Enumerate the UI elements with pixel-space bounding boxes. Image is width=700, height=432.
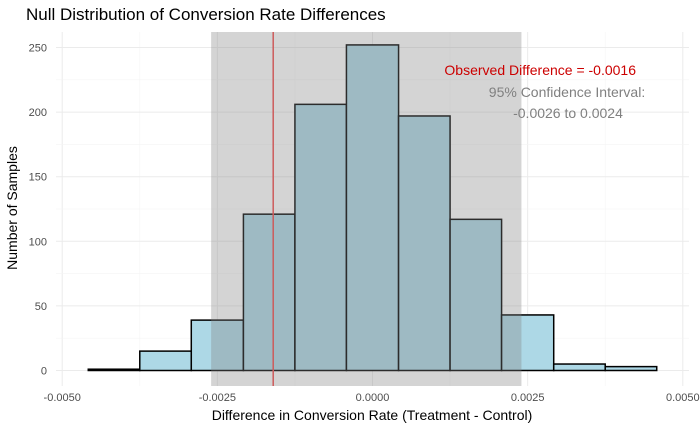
histogram-bar: [190, 319, 245, 372]
confidence-interval-band: [211, 32, 522, 386]
x-tick-label: -0.0025: [199, 392, 236, 404]
y-tick-label: 50: [35, 301, 47, 313]
bars: [87, 44, 658, 372]
y-tick-label: 250: [29, 43, 47, 55]
histogram-bar: [87, 368, 141, 372]
observed-difference-label: Observed Difference = -0.0016: [444, 62, 636, 78]
y-axis-title: Number of Samples: [4, 146, 20, 270]
chart-title: Null Distribution of Conversion Rate Dif…: [26, 5, 386, 24]
histogram-bar: [449, 218, 503, 372]
y-tick-labels: 0 50 100 150 200 250: [29, 43, 47, 378]
histogram-bar: [604, 365, 658, 372]
y-tick-label: 200: [29, 107, 47, 119]
histogram-bar: [397, 115, 451, 372]
x-tick-label: 0.0050: [666, 392, 700, 404]
histogram-bar: [139, 350, 193, 372]
x-tick-label: 0.0000: [356, 392, 390, 404]
y-tick-label: 0: [41, 365, 47, 377]
confidence-interval-range: -0.0026 to 0.0024: [513, 105, 623, 121]
x-tick-label: -0.0050: [44, 392, 81, 404]
y-tick-label: 150: [29, 172, 47, 184]
x-tick-label: 0.0025: [511, 392, 545, 404]
histogram-bar: [500, 314, 555, 372]
x-axis-title: Difference in Conversion Rate (Treatment…: [212, 407, 533, 423]
histogram-bar: [345, 44, 400, 372]
y-tick-label: 100: [29, 236, 47, 248]
histogram-bar: [552, 363, 606, 372]
x-tick-labels: -0.0050 -0.0025 0.0000 0.0025 0.0050: [44, 392, 700, 404]
histogram-bar: [294, 103, 348, 372]
confidence-interval-label: 95% Confidence Interval:: [489, 84, 645, 100]
